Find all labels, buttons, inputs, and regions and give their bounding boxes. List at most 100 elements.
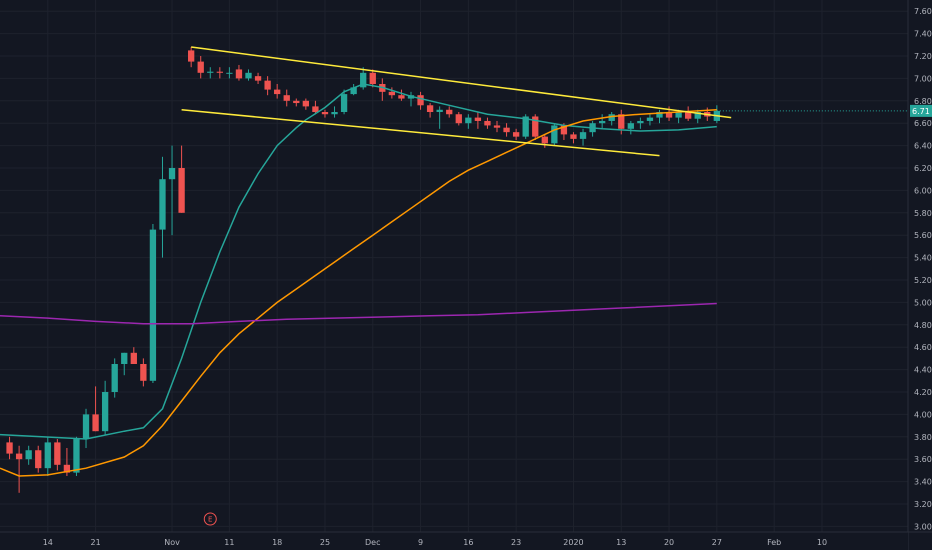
candle-body [168, 168, 176, 180]
time-tick-label: Feb [767, 538, 781, 547]
candle-body [675, 112, 682, 118]
candle-body [455, 114, 462, 124]
candle-body [321, 112, 329, 115]
candle-body [685, 112, 692, 119]
price-tick-label: 5.20 [914, 276, 932, 285]
candle-body [637, 120, 644, 124]
trend-channel [181, 46, 732, 157]
candle-body [302, 100, 310, 107]
time-tick-label: 14 [43, 538, 53, 547]
candle-body [226, 72, 233, 74]
candle-body [493, 125, 501, 128]
price-axis[interactable] [908, 0, 932, 550]
candle-body [694, 112, 701, 119]
trend-line [191, 46, 732, 119]
moving-average-line [0, 83, 717, 440]
candle-body [541, 136, 548, 144]
candle-body [465, 117, 472, 124]
price-tick-label: 3.40 [914, 478, 932, 487]
last-price-label: 6.71 [912, 107, 930, 116]
candle-body [188, 50, 195, 62]
price-tick-label: 7.00 [914, 74, 932, 83]
candle-body [436, 109, 443, 112]
time-tick-label: 25 [320, 538, 330, 547]
price-tick-label: 7.40 [914, 30, 932, 39]
candle-body [149, 229, 157, 381]
candle-body [656, 112, 663, 118]
candle-body [618, 114, 625, 129]
price-tick-label: 4.20 [914, 388, 932, 397]
candle-body [484, 120, 491, 126]
candle-body [101, 392, 109, 432]
candle-body [388, 91, 396, 96]
candle-body [312, 106, 319, 112]
last-price-marker: 6.71 [716, 104, 932, 117]
price-tick-label: 5.80 [914, 209, 932, 218]
candle-body [25, 450, 32, 460]
candle-body [63, 464, 71, 473]
price-tick-label: 4.00 [914, 410, 932, 419]
earnings-icon[interactable] [203, 512, 217, 526]
earnings-marker[interactable]: E [203, 512, 217, 526]
price-tick-label: 5.60 [914, 231, 932, 240]
candle-body [503, 127, 510, 133]
price-tick-label: 5.00 [914, 298, 932, 307]
time-tick-label: Nov [164, 538, 180, 547]
candle-body [274, 89, 281, 95]
candle-body [665, 112, 673, 118]
time-axis[interactable] [0, 532, 908, 550]
price-tick-label: 3.20 [914, 500, 932, 509]
candle-body [82, 414, 90, 440]
candle-body [579, 132, 587, 139]
price-tick-label: 6.60 [914, 119, 932, 128]
candle-body [44, 442, 51, 469]
moving-average-line [0, 302, 717, 325]
candle-body [178, 168, 185, 213]
price-tick-labels: 3.00 3.20 3.40 3.60 3.80 4.00 4.20 4.40 4.60 4.80… [914, 7, 932, 531]
candle-body [598, 120, 606, 124]
time-tick-label: 18 [272, 538, 282, 547]
time-tick-label: 11 [224, 538, 234, 547]
candle-body [92, 414, 99, 432]
time-tick-label: 20 [664, 538, 674, 547]
price-tick-label: 6.40 [914, 142, 932, 151]
candle-body [446, 109, 453, 115]
time-tick-label: 10 [817, 538, 827, 547]
candle-body [54, 442, 61, 465]
candle-body [293, 100, 300, 104]
last-price-box [910, 104, 932, 117]
candle-body [331, 112, 338, 115]
candle-body [522, 116, 529, 137]
price-tick-label: 4.40 [914, 366, 932, 375]
candle-body [73, 439, 80, 473]
time-tick-label: 16 [463, 538, 473, 547]
price-tick-label: 3.80 [914, 433, 932, 442]
price-tick-label: 4.60 [914, 343, 932, 352]
candle-body [245, 72, 252, 79]
candle-body [159, 179, 166, 230]
candle-body [130, 352, 137, 364]
candle-body [216, 71, 223, 73]
candle-body [15, 453, 23, 460]
candle-body [551, 125, 558, 144]
candle-body [512, 132, 520, 137]
time-tick-label: 21 [90, 538, 100, 547]
candle-body [560, 125, 568, 135]
candle-body [235, 69, 243, 79]
candle-body [398, 95, 405, 99]
time-tick-label: Dec [365, 538, 380, 547]
candle-body [121, 352, 128, 364]
candle-body [532, 116, 539, 137]
candle-body [369, 72, 376, 84]
candle-body [417, 95, 424, 106]
price-tick-label: 3.00 [914, 522, 932, 531]
candlestick-series [6, 47, 720, 493]
candle-body [35, 450, 42, 469]
candle-body [207, 71, 214, 73]
time-tick-label: 13 [616, 538, 626, 547]
candle-body [140, 364, 147, 381]
candle-body [254, 76, 262, 81]
candle-body [283, 95, 290, 101]
candle-body [570, 134, 577, 139]
